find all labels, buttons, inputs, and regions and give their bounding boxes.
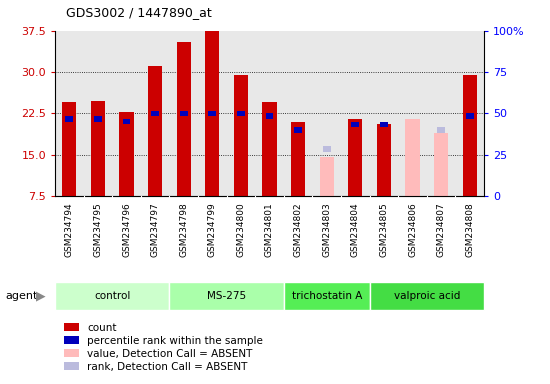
Bar (466, 113, 474, 119)
Text: agent: agent (6, 291, 38, 301)
Text: GSM234795: GSM234795 (94, 203, 102, 257)
Bar (370, 282, 484, 310)
Bar (65, 116, 73, 121)
Text: GSM234801: GSM234801 (265, 203, 274, 257)
Text: GSM234796: GSM234796 (122, 203, 131, 257)
Text: GSM234800: GSM234800 (236, 203, 245, 257)
Bar (91, 101, 105, 196)
Text: GSM234808: GSM234808 (465, 203, 474, 257)
Bar (284, 282, 370, 310)
Text: GSM234804: GSM234804 (351, 203, 360, 257)
Bar (151, 111, 159, 116)
Bar (463, 75, 477, 196)
Bar (180, 111, 188, 116)
Bar (205, 31, 219, 196)
Bar (169, 282, 284, 310)
Bar (294, 127, 302, 132)
Text: GSM234805: GSM234805 (379, 203, 388, 257)
Bar (55, 282, 169, 310)
Bar (377, 124, 391, 196)
Text: GSM234797: GSM234797 (151, 203, 160, 257)
Text: percentile rank within the sample: percentile rank within the sample (87, 336, 263, 346)
Bar (434, 132, 448, 196)
Text: GSM234799: GSM234799 (208, 203, 217, 257)
Bar (123, 119, 130, 124)
Bar (262, 102, 277, 196)
Bar (64, 349, 79, 357)
Bar (323, 146, 331, 152)
Text: GSM234807: GSM234807 (437, 203, 446, 257)
Text: GSM234794: GSM234794 (65, 203, 74, 257)
Bar (405, 119, 420, 196)
Bar (148, 66, 162, 196)
Text: GDS3002 / 1447890_at: GDS3002 / 1447890_at (66, 6, 212, 19)
Bar (351, 121, 359, 127)
Bar (234, 75, 248, 196)
Text: value, Detection Call = ABSENT: value, Detection Call = ABSENT (87, 349, 252, 359)
Text: MS-275: MS-275 (207, 291, 246, 301)
Bar (320, 157, 334, 196)
Text: GSM234806: GSM234806 (408, 203, 417, 257)
Bar (64, 362, 79, 370)
Bar (177, 42, 191, 196)
Text: count: count (87, 323, 117, 333)
Text: trichostatin A: trichostatin A (292, 291, 362, 301)
Bar (437, 127, 445, 132)
Bar (208, 111, 216, 116)
Bar (62, 102, 76, 196)
Text: GSM234803: GSM234803 (322, 203, 331, 257)
Bar (348, 119, 362, 196)
Text: valproic acid: valproic acid (394, 291, 460, 301)
Text: ▶: ▶ (36, 289, 45, 302)
Text: GSM234802: GSM234802 (294, 203, 302, 257)
Bar (64, 323, 79, 331)
Bar (291, 121, 305, 196)
Text: rank, Detection Call = ABSENT: rank, Detection Call = ABSENT (87, 362, 248, 372)
Text: control: control (94, 291, 130, 301)
Text: GSM234798: GSM234798 (179, 203, 188, 257)
Bar (119, 112, 134, 196)
Bar (380, 121, 388, 127)
Bar (94, 116, 102, 121)
Bar (266, 113, 273, 119)
Bar (237, 111, 245, 116)
Bar (64, 336, 79, 344)
